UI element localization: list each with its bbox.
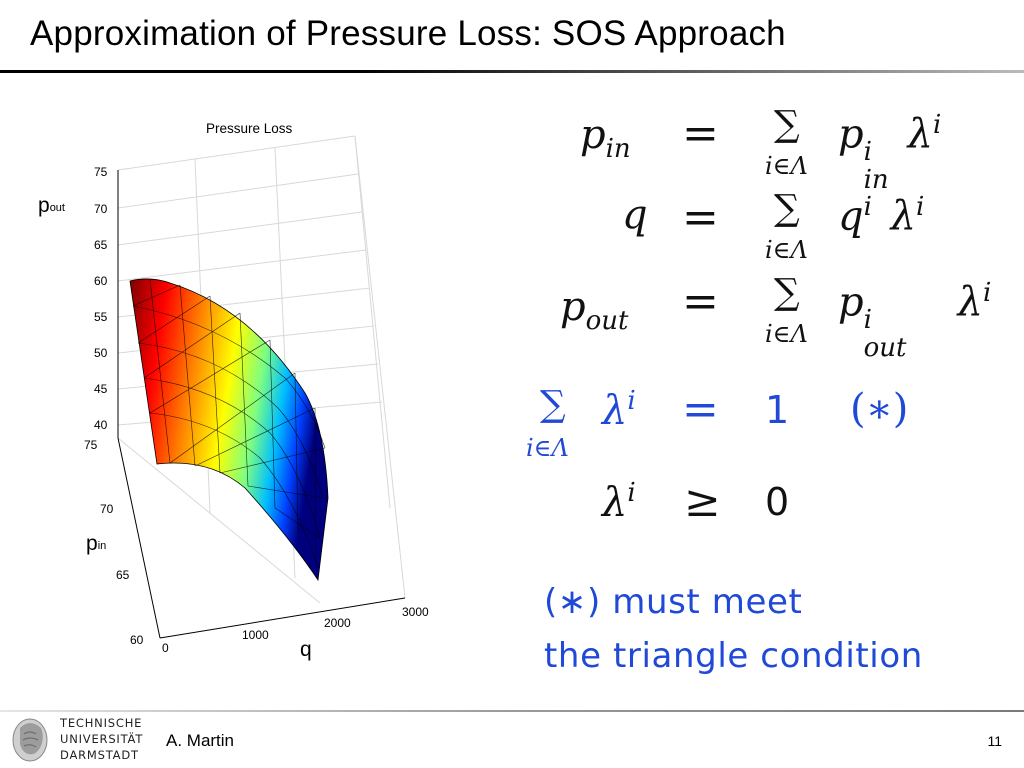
- y-axis-label: pin: [86, 532, 107, 555]
- title-divider: [0, 70, 1024, 73]
- x-tick: 3000: [402, 605, 429, 619]
- z-tick: 70: [94, 202, 108, 216]
- eq-pout-equals: =: [682, 276, 719, 327]
- eq-pout-rhs: p i out λi: [838, 278, 992, 364]
- plot-svg: [117, 135, 406, 639]
- eq-nonneg-lambda: λi: [602, 478, 636, 526]
- eq-q-equals: =: [682, 192, 719, 243]
- slide-title: Approximation of Pressure Loss: SOS Appr…: [30, 14, 786, 53]
- eq-pin-range: i∈Λ: [765, 152, 808, 180]
- z-tick: 55: [94, 310, 108, 324]
- eq-pin-equals: =: [682, 108, 719, 159]
- eq-pin-sum: ∑: [774, 104, 800, 145]
- z-tick: 60: [94, 274, 108, 288]
- footer-divider: [0, 710, 1024, 712]
- z-axis-label: pout: [38, 194, 65, 217]
- x-tick: 0: [162, 641, 169, 655]
- eq-q-lhs: q: [622, 192, 648, 238]
- pressure-loss-plot: Pressure Loss 75 70 65 60 55 50 45 40 75…: [20, 108, 460, 668]
- page-number: 11: [987, 733, 1002, 749]
- athena-logo-icon: [12, 718, 48, 762]
- plot-title: Pressure Loss: [206, 121, 293, 136]
- eq-sum-one-range: i∈Λ: [526, 434, 569, 462]
- y-tick: 70: [100, 502, 114, 516]
- y-tick: 65: [116, 568, 130, 582]
- y-tick: 75: [84, 438, 98, 452]
- eq-pin-lhs: pin: [580, 112, 631, 164]
- footer-author: A. Martin: [166, 731, 235, 750]
- eq-nonneg-rhs: 0: [765, 480, 790, 524]
- z-tick: 65: [94, 238, 108, 252]
- eq-sum-one-lambda: λi: [602, 386, 636, 434]
- eq-sum-one-sum: ∑: [540, 384, 566, 425]
- x-tick: 2000: [324, 616, 351, 630]
- note-line-1: (∗) must meet: [544, 582, 803, 622]
- note-line-2: the triangle condition: [544, 636, 923, 676]
- eq-nonneg-geq: ≥: [684, 476, 721, 527]
- plot-axes: [117, 170, 406, 639]
- z-tick: 45: [94, 382, 108, 396]
- eq-sum-one-rhs: 1: [765, 388, 790, 432]
- x-axis-label: q: [300, 638, 312, 661]
- eq-pout-lhs: pout: [560, 284, 629, 336]
- university-wordmark: TECHNISCHE UNIVERSITÄT DARMSTADT: [60, 716, 144, 762]
- z-tick: 75: [94, 165, 108, 179]
- eq-pout-sum: ∑: [774, 272, 800, 313]
- z-tick: 40: [94, 418, 108, 432]
- z-tick: 50: [94, 346, 108, 360]
- eq-q-range: i∈Λ: [765, 236, 808, 264]
- eq-sum-one-marker: (∗): [850, 386, 909, 432]
- eq-pout-range: i∈Λ: [765, 320, 808, 348]
- y-tick: 60: [130, 633, 144, 647]
- surface-mesh: [132, 279, 326, 569]
- eq-pin-rhs: p i in λi: [838, 110, 942, 196]
- eq-sum-one-equals: =: [682, 384, 719, 435]
- eq-q-rhs: qi λi: [838, 192, 925, 240]
- x-tick: 1000: [242, 628, 269, 642]
- eq-q-sum: ∑: [774, 188, 800, 229]
- pressure-surface: [129, 278, 329, 582]
